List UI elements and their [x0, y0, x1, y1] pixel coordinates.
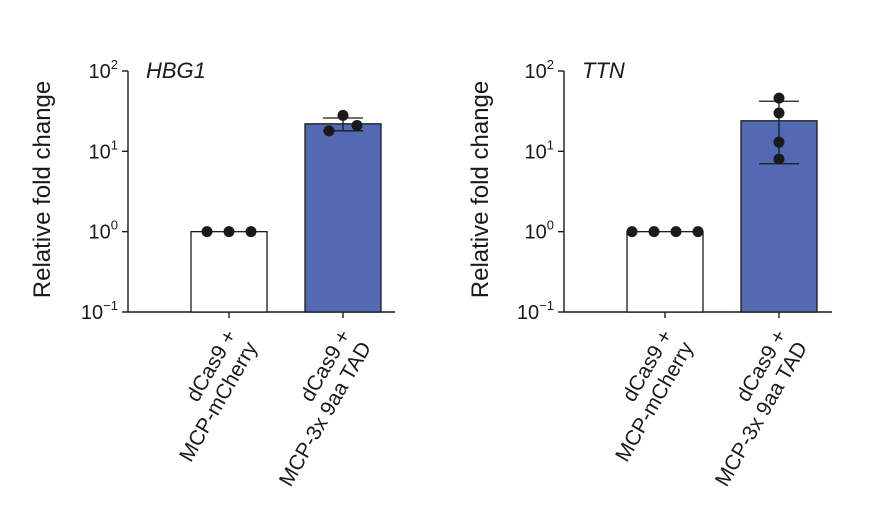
- x-category-label: dCas9 +MCP-3x 9aa TAD: [254, 326, 376, 490]
- data-point: [692, 226, 704, 238]
- chart-panel-0: 10−1 100 101 102 Relative fold change HBG1 dCa…: [29, 57, 395, 490]
- y-tick-label: 10−1: [81, 298, 118, 324]
- bar-1: [304, 123, 382, 313]
- data-point: [201, 226, 213, 238]
- y-tick-label: 102: [89, 57, 118, 83]
- data-point: [773, 136, 785, 148]
- data-point: [337, 109, 349, 121]
- data-point: [773, 92, 785, 104]
- data-point: [626, 226, 638, 238]
- data-point: [773, 153, 785, 165]
- data-point: [648, 226, 660, 238]
- data-point: [245, 226, 257, 238]
- bar-0: [626, 231, 704, 313]
- data-point: [351, 119, 363, 131]
- bar-0: [190, 231, 268, 313]
- chart-title: TTN: [582, 58, 625, 83]
- y-tick-label: 102: [525, 57, 554, 83]
- data-point: [773, 107, 785, 119]
- chart-panel-1: 10−1 100 101 102 Relative fold change TTN dCas…: [467, 57, 832, 490]
- x-category-label: dCas9 +MCP-3x 9aa TAD: [690, 326, 812, 490]
- y-tick-label: 10−1: [517, 298, 554, 324]
- x-category-label: dCas9 +MCP-mCherry: [590, 326, 698, 466]
- data-point: [323, 125, 335, 137]
- y-tick-label: 101: [89, 137, 118, 163]
- data-point: [670, 226, 682, 238]
- y-tick-label: 100: [89, 218, 118, 244]
- x-category-label: dCas9 +MCP-mCherry: [154, 326, 262, 466]
- chart-title: HBG1: [146, 58, 206, 83]
- y-axis-label: Relative fold change: [29, 81, 56, 298]
- y-tick-label: 100: [525, 218, 554, 244]
- y-tick-label: 101: [525, 137, 554, 163]
- data-point: [223, 226, 235, 238]
- y-axis-label: Relative fold change: [467, 81, 494, 298]
